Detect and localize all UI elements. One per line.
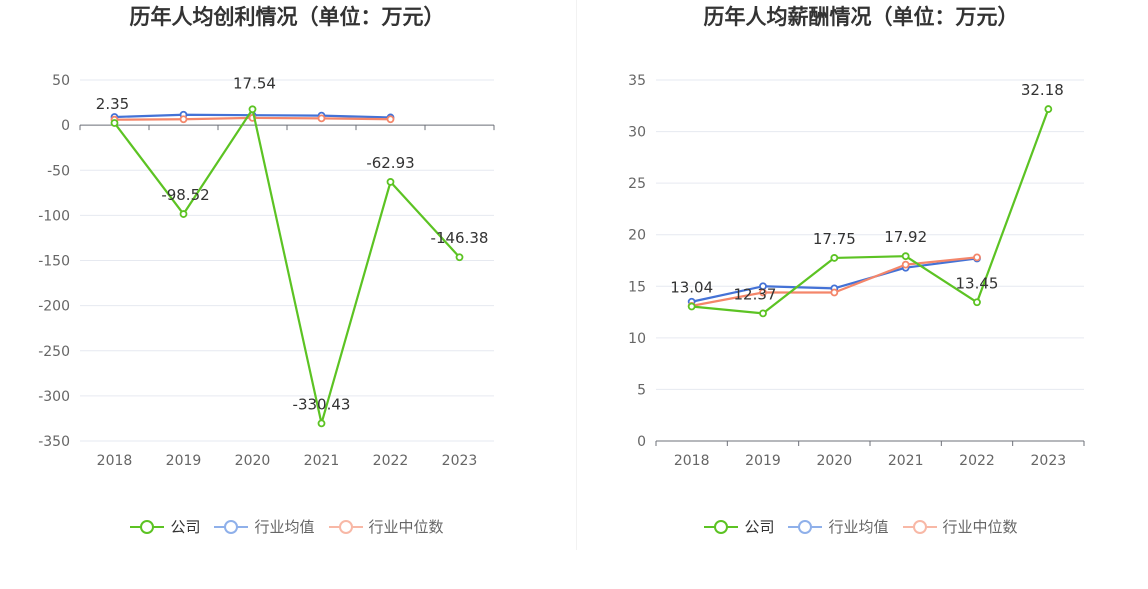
x-tick-label: 2021 (304, 453, 340, 469)
legend-label: 行业中位数 (942, 518, 1018, 536)
data-point (110, 119, 119, 127)
y-tick-label: 15 (628, 279, 646, 295)
panel-divider (576, 0, 577, 550)
y-tick-label: 5 (637, 382, 646, 398)
series-line (113, 108, 461, 425)
salary-chart-panel: 历年人均薪酬情况（单位：万元） 35 30 25 20 15 10 5 0 2018 2019 20… (574, 0, 1148, 589)
data-point (317, 114, 326, 123)
y-tick-label: 0 (61, 118, 70, 134)
legend-line-icon (328, 519, 363, 535)
data-label: -146.38 (431, 229, 489, 247)
y-tick-label: 20 (628, 228, 646, 244)
legend-line-icon (704, 519, 739, 535)
salary-line-chart: 35 30 25 20 15 10 5 0 2018 2019 2020 2021 2022 2023 13… (628, 73, 1085, 469)
y-tick-label: -50 (47, 163, 70, 179)
data-point (759, 288, 767, 297)
y-tick-label: 30 (628, 125, 646, 141)
data-point (179, 115, 188, 124)
x-tick-label: 2023 (1031, 453, 1067, 469)
data-point (973, 298, 981, 307)
legend-line-icon (902, 519, 937, 535)
data-label: 2.35 (96, 95, 129, 113)
y-tick-label: 35 (628, 73, 646, 89)
chart-legend: 公司 行业均值 行业中位数 (574, 516, 1148, 537)
profit-chart-panel: 历年人均创利情况（单位：万元） 50 0 -50 -100 -150 -200 -250 -3… (0, 5, 574, 537)
data-label: 17.75 (813, 230, 856, 248)
x-tick-label: 2018 (674, 453, 710, 469)
data-label: 12.37 (734, 285, 777, 303)
data-label: 32.18 (1021, 81, 1064, 99)
y-tick-label: -350 (38, 434, 70, 450)
y-tick-label: 10 (628, 331, 646, 347)
legend-line-icon (130, 519, 165, 535)
data-point (386, 178, 395, 186)
legend-item-industry-median[interactable]: 行业中位数 (902, 516, 1018, 537)
legend-line-icon (214, 519, 249, 535)
data-point (317, 419, 326, 428)
legend-item-industry-median[interactable]: 行业中位数 (328, 516, 444, 537)
data-point (455, 253, 464, 262)
x-tick-label: 2022 (959, 453, 995, 469)
x-tick-label: 2021 (888, 453, 924, 469)
x-tick-label: 2022 (373, 453, 409, 469)
data-label: 17.54 (233, 74, 276, 92)
legend-item-company[interactable]: 公司 (130, 516, 200, 537)
data-point (386, 115, 395, 124)
data-point (830, 254, 839, 262)
y-tick-label: -200 (38, 299, 70, 315)
data-point (901, 260, 910, 269)
data-label: -98.52 (161, 186, 209, 204)
x-tick-label: 2019 (166, 453, 202, 469)
legend-label: 行业中位数 (368, 518, 444, 536)
data-label: 13.04 (670, 279, 713, 297)
data-point (179, 210, 188, 218)
x-tick-label: 2020 (817, 453, 853, 469)
chart-title: 历年人均薪酬情况（单位：万元） (703, 5, 1019, 29)
legend-label: 公司 (744, 518, 775, 536)
data-point (973, 253, 981, 262)
data-point (901, 252, 910, 261)
data-point (687, 302, 696, 311)
data-point (759, 309, 767, 318)
y-tick-label: 25 (628, 176, 646, 192)
data-point (248, 105, 257, 114)
x-tick-label: 2018 (97, 453, 133, 469)
x-tick-label: 2019 (745, 453, 781, 469)
y-tick-label: -100 (38, 208, 70, 224)
series-line (691, 108, 1050, 315)
legend-label: 行业均值 (254, 518, 315, 536)
legend-item-industry-average[interactable]: 行业均值 (788, 516, 889, 537)
y-tick-label: -150 (38, 254, 70, 270)
legend-item-industry-average[interactable]: 行业均值 (214, 516, 315, 537)
data-point (830, 288, 839, 297)
y-tick-label: -250 (38, 344, 70, 360)
data-label: -330.43 (293, 395, 351, 413)
x-tick-label: 2020 (235, 453, 271, 469)
chart-legend: 公司 行业均值 行业中位数 (0, 516, 574, 537)
data-label: -62.93 (366, 154, 414, 172)
legend-line-icon (788, 519, 823, 535)
data-point (1044, 105, 1053, 113)
chart-title: 历年人均创利情况（单位：万元） (129, 5, 445, 29)
x-tick-label: 2023 (442, 453, 478, 469)
y-tick-label: -300 (38, 389, 70, 405)
legend-item-company[interactable]: 公司 (704, 516, 774, 537)
y-tick-label: 0 (637, 434, 646, 450)
y-tick-label: 50 (52, 73, 70, 89)
data-label: 17.92 (884, 228, 927, 246)
legend-label: 公司 (170, 518, 201, 536)
profit-line-chart: 50 0 -50 -100 -150 -200 -250 -300 -350 2018 2019 20… (38, 73, 495, 469)
legend-label: 行业均值 (828, 518, 889, 536)
data-label: 13.45 (956, 274, 999, 292)
